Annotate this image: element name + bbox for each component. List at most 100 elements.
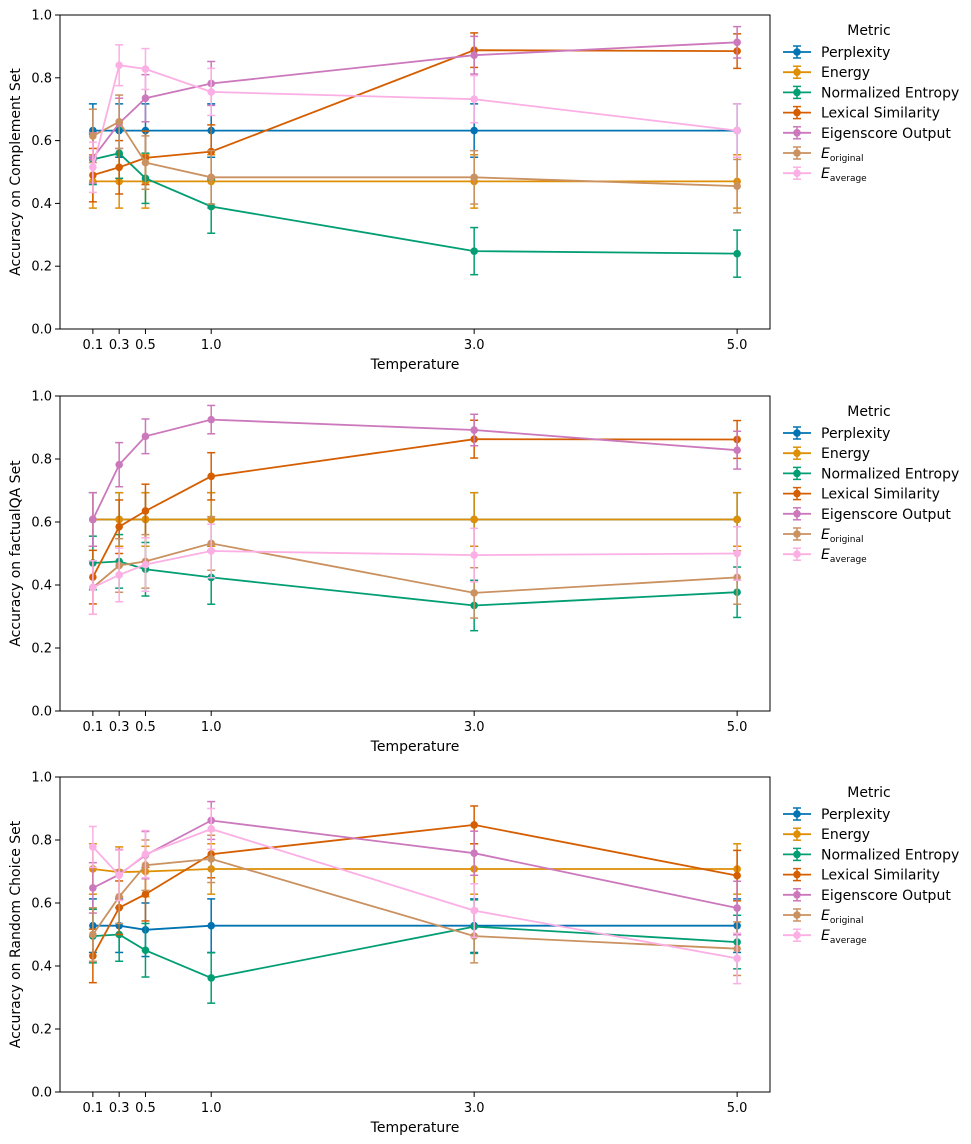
data-point: [470, 95, 478, 103]
legend-marker: [793, 48, 801, 56]
series-line: [92, 41, 738, 159]
legend-entry: Lexical Similarity: [783, 106, 940, 122]
data-point: [207, 547, 216, 555]
data-point: [733, 515, 741, 524]
y-tick-label: 1.0: [31, 771, 52, 786]
legend-marker: [793, 129, 801, 137]
legend-marker: [793, 68, 801, 76]
x-tick-label: 0.1: [83, 1101, 104, 1116]
data-point: [141, 890, 150, 898]
series-line: [92, 49, 738, 176]
legend-label: Perplexity: [821, 807, 890, 823]
series-line: [92, 550, 738, 589]
legend-title: Metric: [847, 785, 891, 801]
data-point: [89, 515, 97, 524]
data-point: [141, 432, 150, 441]
series-line: [92, 438, 738, 578]
series-3: [88, 127, 742, 278]
data-point: [733, 954, 741, 963]
y-tick-label: 0.0: [31, 323, 52, 338]
legend-label: Normalized Entropy: [821, 85, 959, 101]
data-point: [141, 65, 150, 73]
legend-marker: [793, 469, 801, 478]
data-point: [207, 921, 216, 930]
legend-label: Normalized Entropy: [821, 466, 959, 482]
legend-marker: [793, 550, 801, 558]
series-line: [92, 64, 738, 168]
legend-entry: Perplexity: [783, 426, 890, 442]
data-point: [470, 247, 478, 255]
y-tick-label: 0.0: [31, 705, 52, 720]
data-point: [89, 583, 97, 592]
data-point: [733, 126, 741, 135]
x-tick-label: 1.0: [201, 1101, 222, 1116]
data-point: [470, 173, 478, 182]
data-point: [207, 825, 216, 833]
plot-frame: [59, 395, 771, 712]
data-point: [733, 182, 741, 190]
data-point: [207, 88, 216, 96]
chart-panel-3: 0.0 0.2 0.4 0.6 0.8 1.0 0.1 0.3 0.5 1.0 3.0 5.0 Temp…: [8, 771, 959, 1137]
y-tick-label: 0.8: [31, 834, 52, 849]
x-tick-label: 0.5: [135, 338, 156, 353]
y-tick-label: 0.6: [31, 897, 52, 912]
legend-entry: Normalized Entropy: [783, 85, 959, 101]
data-point: [470, 426, 478, 434]
plot-frame: [59, 14, 771, 330]
series-line: [92, 560, 738, 607]
y-tick-label: 0.4: [31, 960, 52, 975]
legend-entry: Eigenscore Output: [783, 888, 951, 904]
series-2: [88, 491, 742, 548]
series-line: [92, 857, 738, 950]
x-axis: 0.1 0.3 0.5 1.0 3.0 5.0: [83, 711, 748, 735]
data-point: [733, 549, 741, 558]
legend-marker: [793, 830, 801, 838]
series-7: [88, 44, 742, 194]
y-tick-label: 0.2: [31, 260, 52, 275]
legend-entry: Eoriginal: [783, 146, 864, 164]
data-point: [733, 871, 741, 880]
chart-panel-1: 0.0 0.2 0.4 0.6 0.8 1.0 0.1 0.3 0.5 1.0 3.0 5.0 Temp…: [8, 9, 959, 374]
series-line: [92, 542, 738, 594]
data-point: [141, 94, 150, 103]
legend-entry: Eaverage: [783, 928, 867, 946]
legend-entry: Normalized Entropy: [783, 847, 959, 863]
legend-entry: Eaverage: [783, 166, 867, 184]
data-point: [470, 589, 478, 597]
legend-label: Energy: [821, 827, 870, 843]
legend-label: Eaverage: [821, 547, 867, 565]
series-4: [88, 419, 742, 605]
y-tick-label: 0.8: [31, 71, 52, 86]
legend-label: Lexical Similarity: [821, 868, 940, 884]
series-6: [88, 834, 742, 977]
legend-marker: [793, 530, 801, 538]
data-point: [207, 855, 216, 863]
series-1: [88, 103, 742, 158]
data-point: [89, 930, 97, 939]
data-point: [207, 173, 216, 182]
legend-marker: [793, 891, 801, 899]
x-tick-label: 5.0: [727, 720, 748, 735]
series-5: [88, 404, 742, 548]
legend-label: Eaverage: [821, 166, 867, 184]
data-point: [141, 850, 150, 858]
data-point: [115, 460, 123, 469]
y-axis: 0.0 0.2 0.4 0.6 0.8 1.0: [31, 9, 60, 338]
y-tick-label: 0.8: [31, 453, 52, 468]
data-point: [470, 126, 478, 135]
data-point: [115, 117, 123, 126]
legend-title: Metric: [847, 23, 891, 39]
data-point: [470, 51, 478, 59]
legend-label: Eigenscore Output: [821, 507, 951, 523]
legend-title: Metric: [847, 404, 891, 420]
legend-label: Lexical Similarity: [821, 487, 940, 503]
series-2: [88, 153, 742, 209]
legend-marker: [793, 108, 801, 117]
data-point: [115, 522, 123, 531]
x-axis-label: Temperature: [370, 1120, 460, 1136]
legend-marker: [793, 429, 801, 437]
legend-label: Perplexity: [821, 426, 890, 442]
legend-entry: Eoriginal: [783, 908, 864, 926]
x-tick-label: 5.0: [727, 1101, 748, 1116]
legend-marker: [793, 489, 801, 498]
